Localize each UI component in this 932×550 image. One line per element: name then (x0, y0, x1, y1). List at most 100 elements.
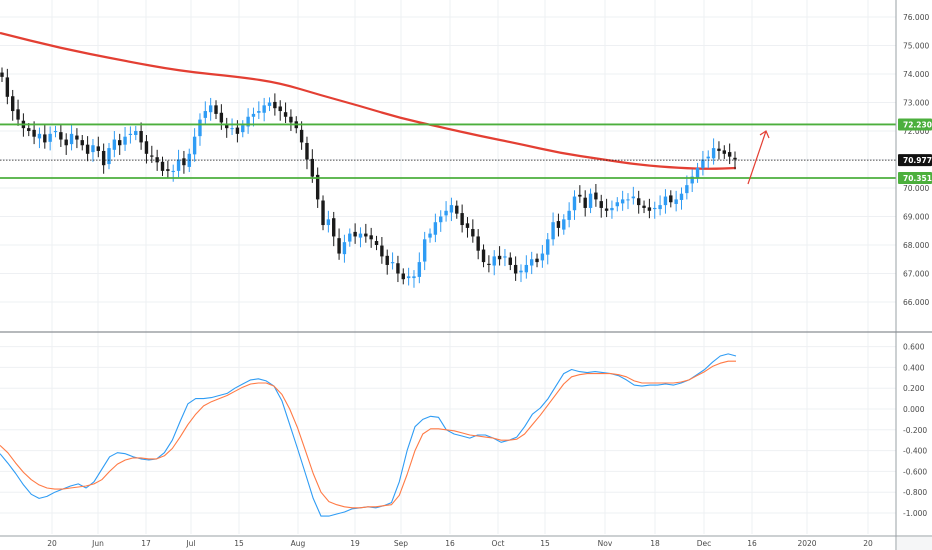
candle-up (695, 168, 700, 178)
candle-down (59, 132, 63, 140)
candle-up (551, 222, 555, 240)
candle-up (134, 131, 138, 135)
candle-down (16, 109, 20, 120)
candle-up (620, 199, 625, 204)
oscillator-tick-label: 0.600 (903, 343, 925, 352)
candle-up (112, 139, 117, 150)
candle-down (289, 116, 293, 123)
level-badge-support (898, 171, 932, 184)
last-price-badge-text: 70.977 (903, 156, 932, 165)
candle-down (465, 223, 470, 228)
candle-down (310, 158, 315, 177)
candle-down (166, 169, 170, 171)
candle-down (733, 157, 737, 160)
candle-up (449, 205, 454, 213)
candle-up (690, 176, 694, 184)
candle-up (540, 253, 545, 261)
forecast-arrow[interactable] (747, 130, 770, 185)
time-tick-label: Sep (394, 539, 408, 548)
candle-down (513, 264, 518, 274)
candle-down (32, 129, 36, 137)
candle-up (615, 202, 619, 207)
candle-down (278, 106, 282, 112)
candle-down (396, 263, 400, 274)
candle-up (48, 133, 52, 142)
candle-up (406, 276, 411, 279)
time-tick-label: Oct (492, 539, 505, 548)
candle-up (390, 262, 395, 264)
candle-up (208, 105, 213, 113)
price-tick-label: 74.000 (903, 70, 929, 79)
candle-up (128, 133, 133, 135)
time-tick-label: 20 (47, 539, 57, 548)
price-axis[interactable]: 66.00067.00068.00069.00070.00071.00072.0… (903, 13, 929, 518)
candle-up (123, 136, 127, 145)
candle-down (599, 201, 603, 208)
candle-down (118, 140, 122, 146)
oscillator-tick-label: 0.200 (903, 384, 925, 393)
price-tick-label: 66.000 (903, 298, 929, 307)
candle-down (460, 213, 464, 226)
time-tick-label: 15 (540, 539, 550, 548)
candle-down (364, 233, 368, 237)
arrow-shaft[interactable] (747, 130, 767, 185)
candle-up (610, 207, 614, 211)
time-tick-label: Dec (697, 539, 712, 548)
time-axis[interactable]: 20 Jun 17 Jul 15 Aug 19 Sep 16 Oct 15 Nov 18 Dec 16 202… (47, 539, 873, 548)
time-tick-label: 20 (863, 539, 873, 548)
candle-up (567, 210, 571, 220)
candle-up (631, 196, 636, 199)
price-tick-label: 69.000 (903, 213, 929, 222)
price-tick-label: 67.000 (903, 270, 929, 279)
candle-up (674, 199, 678, 204)
candle-up (519, 270, 523, 273)
candle-down (481, 249, 486, 263)
candle-up (524, 264, 529, 273)
candle-down (43, 134, 47, 143)
candle-up (422, 239, 427, 262)
candle-up (342, 242, 347, 255)
oscillator-tick-label: -0.600 (903, 467, 927, 476)
candle-up (107, 148, 111, 165)
candle-up (203, 111, 208, 118)
level-badge-resistance (898, 118, 932, 131)
candle-up (428, 233, 432, 238)
candle-down (27, 128, 31, 131)
candle-up (171, 170, 175, 173)
candle-up (546, 239, 550, 255)
candle-up (529, 259, 534, 266)
candle-down (497, 255, 502, 260)
candle-down (369, 235, 373, 240)
time-axis-corner (897, 537, 932, 550)
candle-down (64, 139, 68, 146)
time-tick-label: Jun (91, 539, 104, 548)
time-tick-label: 18 (650, 539, 660, 548)
candle-down (669, 195, 673, 203)
arrow-head[interactable] (759, 130, 770, 139)
candle-up (562, 219, 566, 230)
candle-up (251, 113, 256, 117)
candle-up (91, 145, 95, 153)
candle-down (642, 205, 646, 208)
oscillator-tick-label: 0.000 (903, 405, 925, 414)
price-badges: 72.230 70.351 70.977 (898, 118, 932, 184)
time-tick-label: Nov (598, 539, 613, 548)
oscillator-tick-label: -0.800 (903, 488, 927, 497)
time-tick-label: 17 (141, 539, 151, 548)
candle-down (535, 258, 539, 263)
candle-up (348, 233, 352, 242)
candle-down (487, 263, 491, 265)
candle-down (273, 101, 277, 109)
moving-average-line (0, 31, 737, 170)
candle-down (235, 127, 240, 134)
candle-down (160, 161, 165, 171)
candle-up (417, 262, 422, 277)
candle-up (706, 156, 710, 159)
oscillator (0, 353, 737, 517)
candle-down (315, 174, 320, 200)
last-price-badge (898, 154, 932, 167)
candle-up (37, 133, 42, 139)
price-tick-label: 70.000 (903, 184, 929, 193)
